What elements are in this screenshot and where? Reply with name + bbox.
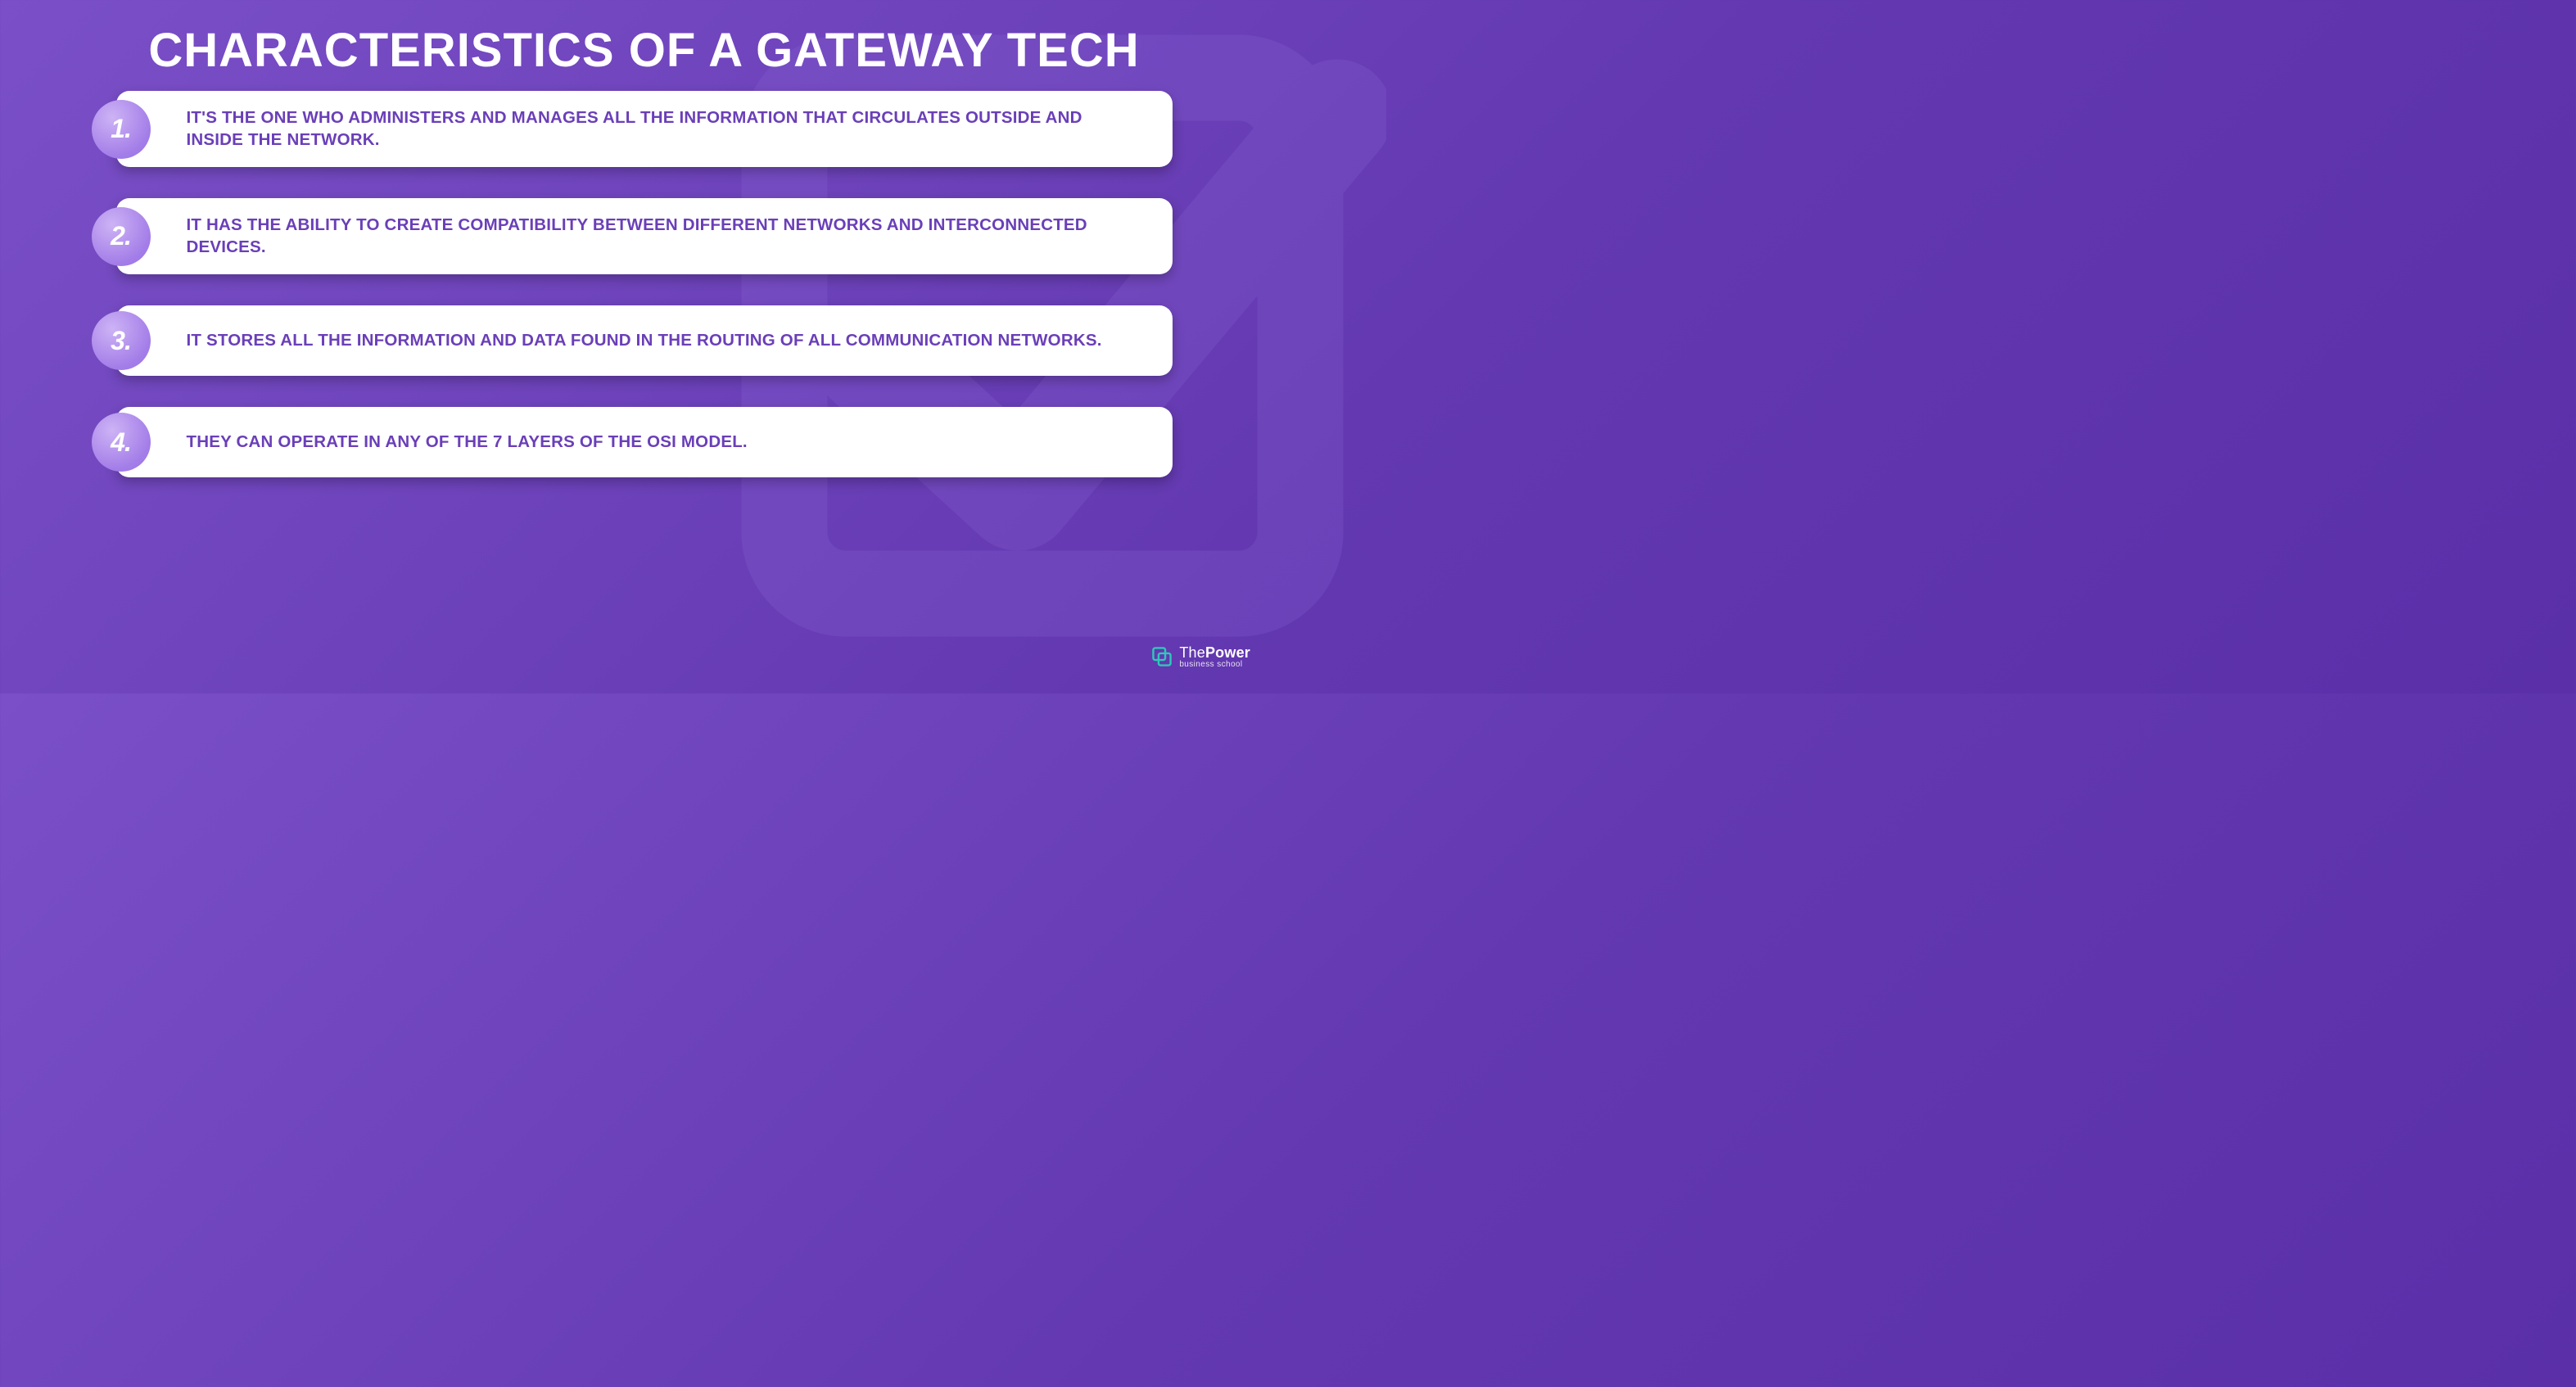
item-text: IT STORES ALL THE INFORMATION AND DATA F… <box>187 330 1102 352</box>
item-bar: IT STORES ALL THE INFORMATION AND DATA F… <box>116 305 1173 376</box>
list-item: 2. IT HAS THE ABILITY TO CREATE COMPATIB… <box>116 198 1173 274</box>
page-title: CHARACTERISTICS OF A GATEWAY TECH <box>0 0 1288 91</box>
item-bar: IT'S THE ONE WHO ADMINISTERS AND MANAGES… <box>116 91 1173 167</box>
list-item: 4. THEY CAN OPERATE IN ANY OF THE 7 LAYE… <box>116 407 1173 477</box>
number-bubble: 4. <box>92 413 151 472</box>
list-item: 1. IT'S THE ONE WHO ADMINISTERS AND MANA… <box>116 91 1173 167</box>
number-bubble: 2. <box>92 207 151 266</box>
list-item: 3. IT STORES ALL THE INFORMATION AND DAT… <box>116 305 1173 376</box>
item-text: THEY CAN OPERATE IN ANY OF THE 7 LAYERS … <box>187 431 748 454</box>
item-bar: IT HAS THE ABILITY TO CREATE COMPATIBILI… <box>116 198 1173 274</box>
logo-brand-text: ThePower <box>1179 644 1250 662</box>
number-label: 3. <box>111 326 131 356</box>
number-label: 4. <box>111 427 131 458</box>
brand-logo: ThePower business school <box>1151 644 1250 669</box>
item-text: IT'S THE ONE WHO ADMINISTERS AND MANAGES… <box>187 107 1140 151</box>
item-text: IT HAS THE ABILITY TO CREATE COMPATIBILI… <box>187 215 1140 258</box>
logo-subtext: business school <box>1179 660 1250 669</box>
number-label: 1. <box>111 114 131 144</box>
characteristics-list: 1. IT'S THE ONE WHO ADMINISTERS AND MANA… <box>116 91 1173 478</box>
number-bubble: 3. <box>92 311 151 370</box>
number-label: 2. <box>111 221 131 251</box>
item-bar: THEY CAN OPERATE IN ANY OF THE 7 LAYERS … <box>116 407 1173 477</box>
number-bubble: 1. <box>92 100 151 159</box>
logo-icon <box>1151 646 1173 667</box>
